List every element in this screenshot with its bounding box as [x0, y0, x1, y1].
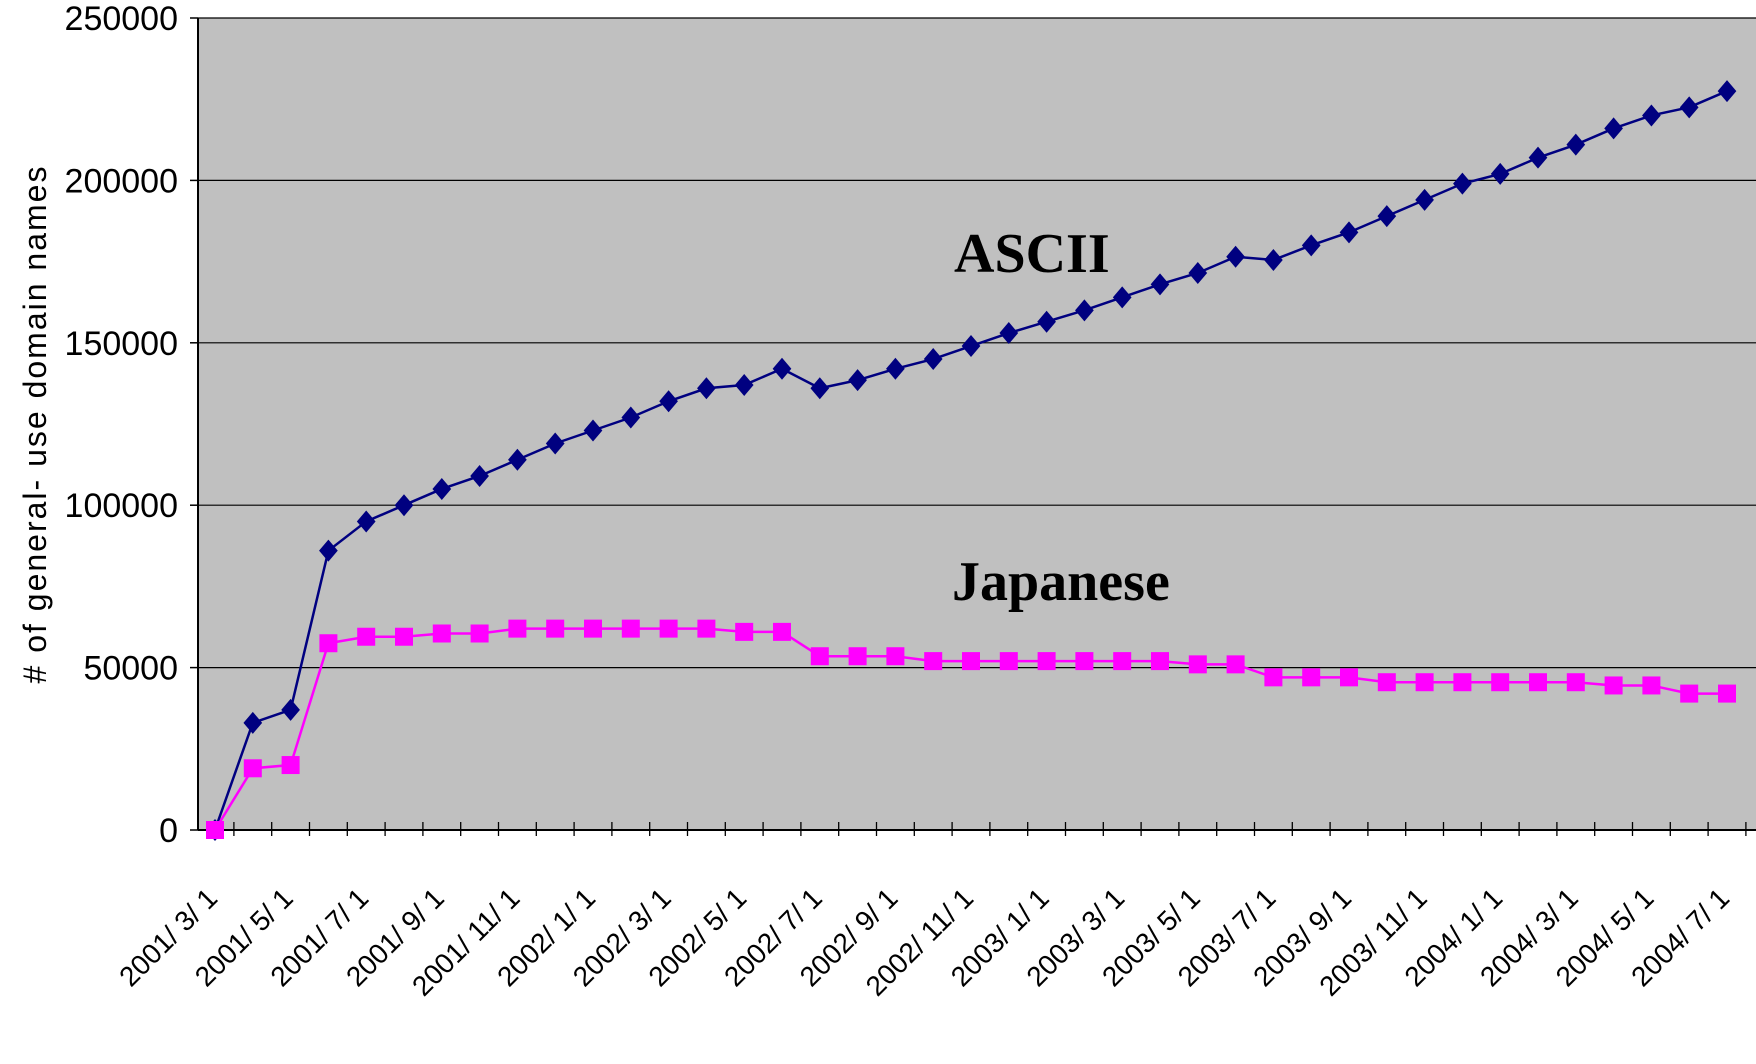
point-japanese: [886, 647, 905, 666]
point-ascii: [659, 390, 678, 413]
point-japanese: [432, 624, 451, 643]
point-ascii: [1075, 299, 1094, 322]
point-ascii: [1188, 261, 1208, 284]
point-ascii: [1717, 80, 1737, 103]
point-ascii: [1490, 162, 1510, 185]
y-tick-label: 0: [159, 812, 178, 850]
y-tick-label: 150000: [65, 325, 178, 363]
point-ascii: [1150, 273, 1170, 296]
point-japanese: [1453, 673, 1472, 692]
point-ascii: [1604, 117, 1623, 140]
y-tick-label: 100000: [65, 487, 178, 525]
plot-area: [198, 18, 1756, 830]
y-tick-label: 200000: [65, 162, 178, 200]
point-japanese: [1340, 668, 1358, 687]
point-japanese: [924, 652, 943, 671]
point-ascii: [1037, 310, 1056, 333]
point-japanese: [735, 622, 754, 641]
point-japanese: [962, 652, 980, 671]
point-ascii: [1415, 188, 1434, 211]
y-tick-label: 50000: [83, 650, 178, 688]
point-ascii: [1264, 248, 1283, 271]
point-ascii: [961, 335, 981, 358]
point-japanese: [1529, 673, 1547, 692]
point-japanese: [1226, 655, 1245, 674]
y-axis-title: # of general- use domain names: [17, 165, 53, 684]
point-ascii: [1112, 286, 1132, 309]
series-layer: [205, 80, 1737, 841]
point-japanese: [1415, 673, 1434, 692]
point-japanese: [357, 627, 376, 646]
point-ascii: [848, 369, 867, 392]
y-axis: 0 50000 100000 150000 200000 250000: [65, 0, 199, 850]
point-ascii: [545, 432, 565, 455]
point-japanese: [773, 622, 791, 641]
point-japanese: [470, 624, 489, 643]
point-japanese: [697, 619, 716, 638]
point-ascii: [1301, 234, 1321, 257]
point-japanese: [281, 756, 300, 775]
point-japanese: [810, 647, 829, 666]
point-japanese: [1075, 652, 1094, 671]
y-tick-label: 250000: [65, 0, 178, 38]
point-japanese: [243, 759, 262, 778]
point-ascii: [923, 348, 943, 371]
point-ascii: [1528, 146, 1548, 169]
point-japanese: [999, 652, 1018, 671]
point-japanese: [395, 627, 413, 646]
point-japanese: [659, 619, 678, 638]
point-japanese: [1566, 673, 1585, 692]
point-japanese: [1718, 684, 1736, 703]
point-ascii: [281, 698, 300, 721]
point-ascii: [1377, 205, 1397, 228]
point-japanese: [1264, 668, 1283, 687]
point-ascii: [243, 711, 263, 734]
point-japanese: [1680, 684, 1699, 703]
point-japanese: [319, 634, 338, 653]
point-ascii: [1642, 104, 1661, 127]
point-ascii: [583, 419, 603, 442]
point-ascii: [697, 377, 716, 400]
point-japanese: [1037, 652, 1056, 671]
point-ascii: [1679, 96, 1699, 119]
point-japanese: [621, 619, 640, 638]
point-japanese: [1377, 673, 1396, 692]
point-japanese: [584, 619, 602, 638]
point-ascii: [1453, 172, 1472, 195]
point-japanese: [1642, 676, 1661, 695]
point-ascii: [394, 494, 414, 517]
point-ascii: [356, 510, 376, 533]
point-ascii: [1226, 245, 1245, 268]
point-ascii: [319, 539, 338, 562]
point-japanese: [1188, 655, 1207, 674]
point-ascii: [1339, 221, 1359, 244]
point-japanese: [848, 647, 867, 666]
point-japanese: [1151, 652, 1169, 671]
annotation-japanese: Japanese: [952, 551, 1170, 613]
point-ascii: [886, 357, 905, 380]
point-ascii: [772, 357, 792, 380]
point-japanese: [546, 619, 565, 638]
point-ascii: [432, 477, 452, 500]
point-ascii: [999, 322, 1019, 345]
point-japanese: [1113, 652, 1132, 671]
point-ascii: [508, 448, 527, 471]
point-ascii: [621, 406, 641, 429]
point-ascii: [810, 377, 830, 400]
point-ascii: [1566, 133, 1586, 156]
point-ascii: [470, 464, 489, 487]
point-japanese: [206, 821, 224, 839]
point-japanese: [1491, 673, 1510, 692]
point-ascii: [734, 374, 754, 397]
point-japanese: [1302, 668, 1321, 687]
point-japanese: [508, 619, 527, 638]
annotation-ascii: ASCII: [954, 223, 1110, 285]
point-japanese: [1604, 676, 1623, 695]
